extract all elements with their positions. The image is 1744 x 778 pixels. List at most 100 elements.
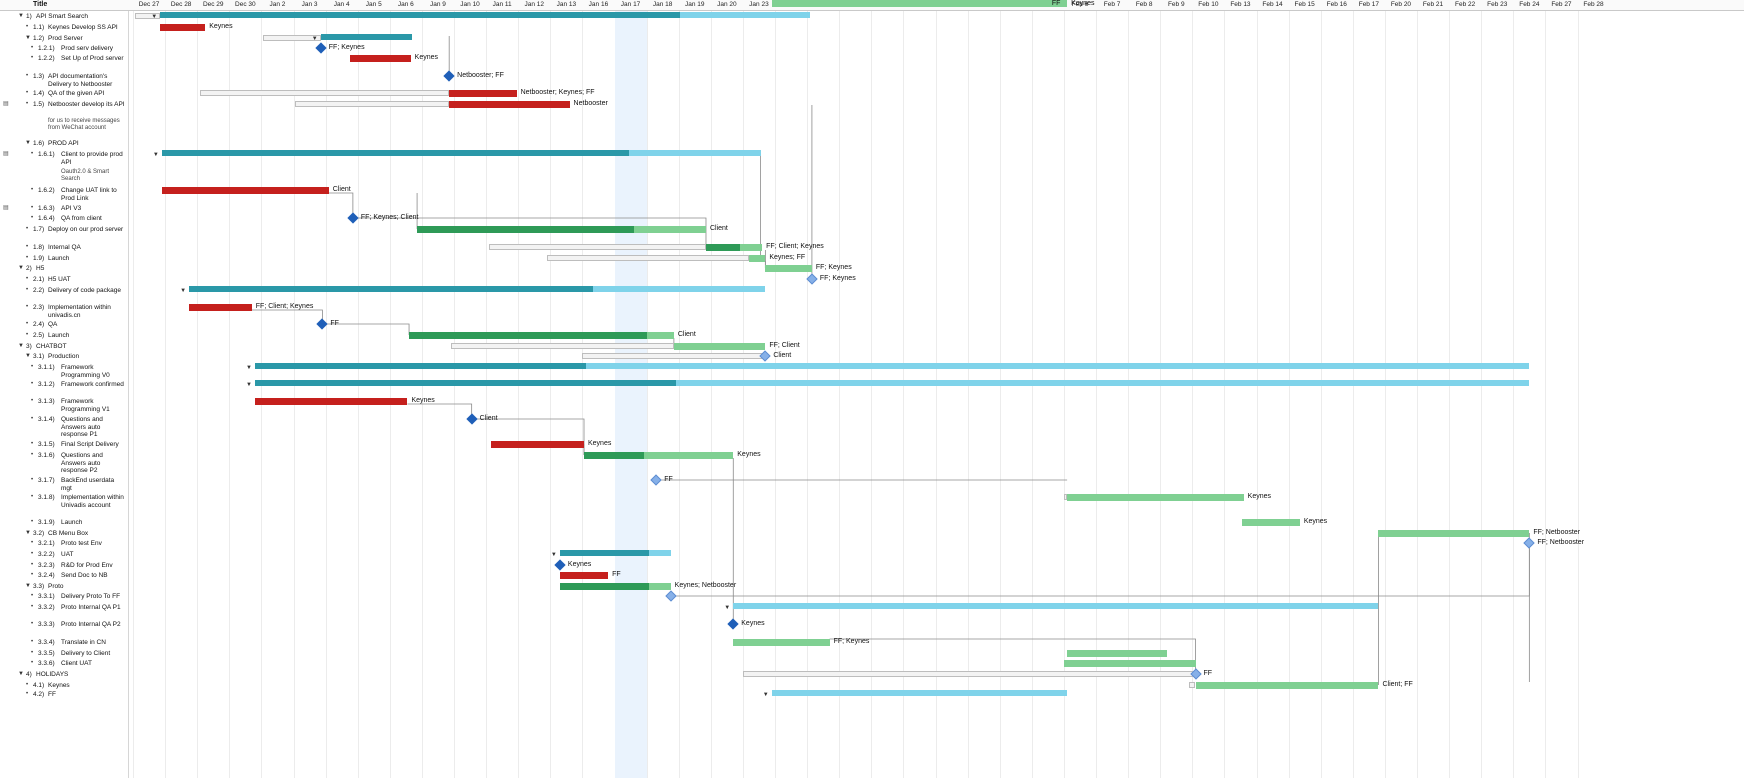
summary-bar[interactable]	[160, 12, 811, 18]
task-title[interactable]: Client UAT	[61, 660, 92, 667]
task-bar[interactable]	[1063, 660, 1196, 667]
task-title[interactable]: Final Script Delivery	[61, 441, 119, 448]
task-title[interactable]: Proto test Env	[61, 540, 102, 547]
summary-collapse-icon[interactable]: ▼	[762, 692, 769, 698]
collapse-toggle-icon[interactable]: ▼	[18, 265, 24, 271]
note-icon[interactable]: ▤	[3, 101, 9, 107]
task-title[interactable]: Prod serv delivery	[61, 45, 114, 52]
task-title[interactable]: QA from client	[61, 215, 102, 222]
summary-collapse-icon[interactable]: ▼	[180, 288, 187, 294]
task-bar[interactable]	[490, 441, 584, 448]
title-column-header[interactable]: Title	[33, 1, 48, 8]
task-title[interactable]: Framework confirmed	[61, 381, 124, 388]
collapse-toggle-icon[interactable]: ▼	[18, 671, 24, 677]
task-title[interactable]: H5	[36, 265, 45, 272]
summary-collapse-icon[interactable]: ▼	[151, 14, 158, 20]
task-title[interactable]: Delivery of code package	[48, 287, 121, 294]
task-title[interactable]: API documentation's Delivery to Netboost…	[48, 73, 113, 88]
task-bar[interactable]	[832, 0, 1048, 7]
task-bar[interactable]	[559, 583, 671, 590]
task-bar[interactable]	[254, 398, 408, 405]
task-title[interactable]: Delivery to Client	[61, 650, 111, 657]
task-title[interactable]: Proto	[48, 583, 64, 590]
task-title[interactable]: Deploy on our prod server	[48, 226, 124, 233]
collapse-toggle-icon[interactable]: ▼	[18, 343, 24, 349]
summary-collapse-icon[interactable]: ▼	[245, 382, 252, 388]
summary-collapse-icon[interactable]: ▼	[724, 605, 731, 611]
task-bar[interactable]	[1378, 530, 1530, 537]
note-icon[interactable]: ▤	[3, 205, 9, 211]
task-title[interactable]: CB Menu Box	[48, 530, 89, 537]
summary-bar[interactable]	[189, 286, 766, 292]
task-title[interactable]: Internal QA	[48, 244, 81, 251]
task-title[interactable]: Launch	[61, 519, 83, 526]
task-title[interactable]: Client to provide prod API	[61, 151, 123, 166]
task-bar[interactable]	[559, 572, 609, 579]
task-title[interactable]: HOLIDAYS	[36, 671, 69, 678]
task-title[interactable]: Production	[48, 353, 80, 360]
task-title[interactable]: Launch	[48, 255, 70, 262]
task-bar[interactable]	[449, 90, 517, 97]
task-bar[interactable]	[1195, 682, 1379, 689]
task-title[interactable]: Keynes Develop SS API	[48, 24, 118, 31]
task-title[interactable]: QA of the given API	[48, 90, 105, 97]
summary-bar[interactable]	[161, 150, 761, 156]
task-bar[interactable]	[1242, 519, 1300, 526]
task-bar[interactable]	[765, 265, 812, 272]
task-bar[interactable]	[1067, 650, 1167, 657]
summary-collapse-icon[interactable]: ▼	[311, 36, 318, 42]
task-title[interactable]: BackEnd userdata mgt	[61, 477, 115, 492]
task-bar[interactable]	[189, 304, 252, 311]
summary-bar[interactable]	[733, 603, 1379, 609]
task-title[interactable]: QA	[48, 321, 58, 328]
task-bar[interactable]	[673, 343, 766, 350]
task-title[interactable]: Implementation within Univadis account	[61, 494, 124, 509]
task-title[interactable]: Framework Programming V0	[61, 364, 110, 379]
task-title[interactable]: Launch	[48, 332, 70, 339]
task-title[interactable]: CHATBOT	[36, 343, 67, 350]
task-title[interactable]: R&D for Prod Env	[61, 562, 113, 569]
task-title[interactable]: Set Up of Prod server	[61, 55, 124, 62]
summary-bar[interactable]	[254, 380, 1530, 386]
summary-bar[interactable]	[771, 690, 1068, 696]
task-title[interactable]: Questions and Answers auto response P1	[61, 416, 103, 438]
task-title[interactable]: API Smart Search	[36, 13, 89, 20]
task-bar[interactable]	[409, 332, 674, 339]
task-bar[interactable]	[449, 101, 570, 108]
task-bar[interactable]	[1067, 494, 1244, 501]
task-title[interactable]: Proto Internal QA P1	[61, 604, 121, 611]
task-bar[interactable]	[584, 452, 734, 459]
task-title[interactable]: H5 UAT	[48, 276, 71, 283]
summary-bar[interactable]	[559, 550, 671, 556]
task-title[interactable]: Questions and Answers auto response P2	[61, 452, 103, 474]
collapse-toggle-icon[interactable]: ▼	[25, 140, 31, 146]
task-title[interactable]: Prod Server	[48, 35, 83, 42]
collapse-toggle-icon[interactable]: ▼	[25, 583, 31, 589]
task-bar[interactable]	[349, 55, 411, 62]
task-title[interactable]: API V3	[61, 205, 82, 212]
summary-bar[interactable]	[254, 363, 1530, 369]
task-title[interactable]: Framework Programming V1	[61, 398, 110, 413]
task-title[interactable]: Delivery Proto To FF	[61, 593, 121, 600]
task-bar[interactable]	[749, 255, 766, 262]
task-bar[interactable]	[161, 187, 329, 194]
task-bar[interactable]	[160, 24, 206, 31]
collapse-toggle-icon[interactable]: ▼	[25, 353, 31, 359]
task-title[interactable]: Netbooster develop its API	[48, 101, 125, 108]
collapse-toggle-icon[interactable]: ▼	[25, 530, 31, 536]
task-title[interactable]: FF	[48, 691, 56, 698]
task-bar[interactable]	[733, 639, 830, 646]
task-title[interactable]: Implementation within univadis.cn	[48, 304, 111, 319]
task-title[interactable]: UAT	[61, 551, 74, 558]
summary-collapse-icon[interactable]: ▼	[245, 365, 252, 371]
summary-bar[interactable]	[320, 34, 413, 40]
summary-collapse-icon[interactable]: ▼	[550, 552, 557, 558]
task-bar[interactable]	[417, 226, 706, 233]
collapse-toggle-icon[interactable]: ▼	[18, 13, 24, 19]
collapse-toggle-icon[interactable]: ▼	[25, 35, 31, 41]
note-icon[interactable]: ▤	[3, 151, 9, 157]
summary-collapse-icon[interactable]: ▼	[152, 152, 159, 158]
task-title[interactable]: Translate in CN	[61, 639, 106, 646]
task-title[interactable]: Send Doc to NB	[61, 572, 108, 579]
task-bar[interactable]	[705, 244, 763, 251]
